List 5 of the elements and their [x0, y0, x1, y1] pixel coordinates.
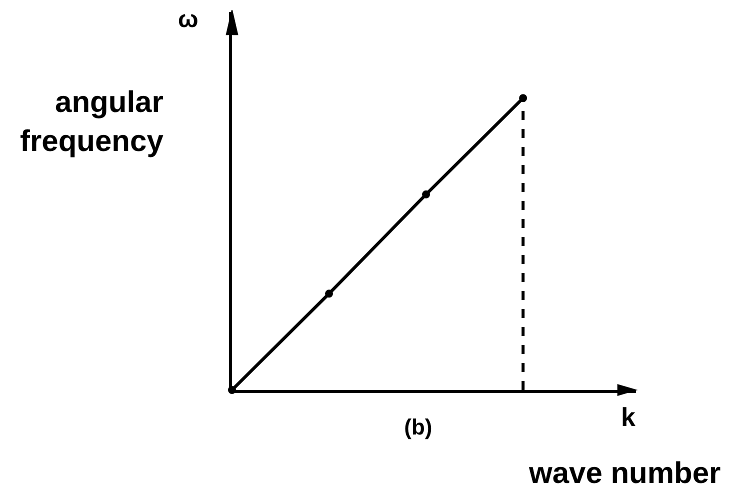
- text: (b): [404, 414, 432, 440]
- y-axis-title: ω: [178, 6, 198, 33]
- text: wave number: [528, 457, 722, 490]
- x-axis-title: k: [621, 402, 636, 432]
- text: angular frequency: [20, 86, 164, 158]
